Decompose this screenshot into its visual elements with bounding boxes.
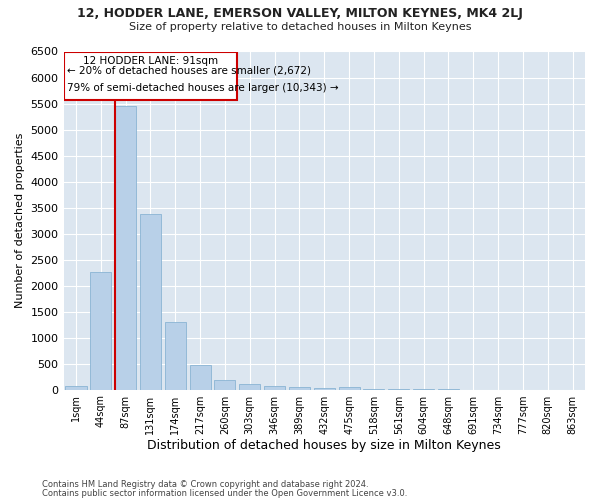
Bar [289, 386, 310, 390]
Bar [364, 389, 385, 390]
Text: ← 20% of detached houses are smaller (2,672): ← 20% of detached houses are smaller (2,… [67, 66, 311, 76]
Text: Size of property relative to detached houses in Milton Keynes: Size of property relative to detached ho… [129, 22, 471, 32]
Text: Contains HM Land Registry data © Crown copyright and database right 2024.: Contains HM Land Registry data © Crown c… [42, 480, 368, 489]
Text: 12, HODDER LANE, EMERSON VALLEY, MILTON KEYNES, MK4 2LJ: 12, HODDER LANE, EMERSON VALLEY, MILTON … [77, 8, 523, 20]
Bar [214, 380, 235, 390]
Bar [65, 386, 86, 390]
Bar [140, 214, 161, 390]
Bar [165, 322, 186, 390]
X-axis label: Distribution of detached houses by size in Milton Keynes: Distribution of detached houses by size … [148, 440, 501, 452]
Y-axis label: Number of detached properties: Number of detached properties [15, 133, 25, 308]
Text: 12 HODDER LANE: 91sqm: 12 HODDER LANE: 91sqm [83, 56, 218, 66]
Bar [264, 386, 285, 390]
Bar [239, 384, 260, 390]
Bar [115, 106, 136, 390]
Bar [314, 388, 335, 390]
FancyBboxPatch shape [64, 52, 237, 100]
Bar [90, 272, 112, 390]
Text: Contains public sector information licensed under the Open Government Licence v3: Contains public sector information licen… [42, 488, 407, 498]
Text: 79% of semi-detached houses are larger (10,343) →: 79% of semi-detached houses are larger (… [67, 82, 338, 92]
Bar [190, 364, 211, 390]
Bar [338, 386, 359, 390]
